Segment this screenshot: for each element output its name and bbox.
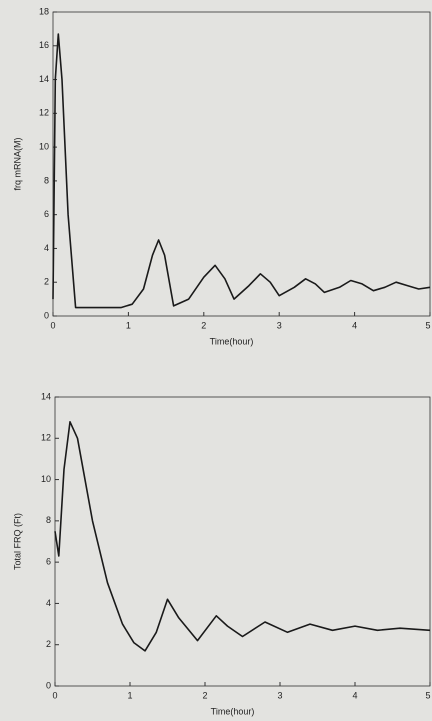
y-tick-label: 8 (46, 515, 51, 525)
x-tick-label: 3 (277, 320, 282, 330)
x-tick-label: 2 (202, 690, 207, 700)
y-axis-label: frq mRNA(M) (12, 138, 22, 191)
x-axis-label: Time(hour) (210, 336, 254, 346)
x-tick-label: 3 (277, 690, 282, 700)
x-tick-label: 0 (50, 320, 55, 330)
y-tick-label: 2 (44, 277, 49, 287)
y-tick-label: 14 (39, 74, 49, 84)
y-tick-label: 10 (41, 474, 51, 484)
data-line (54, 421, 431, 652)
y-tick-label: 0 (46, 680, 51, 690)
y-tick-label: 6 (44, 209, 49, 219)
y-tick-label: 12 (39, 108, 49, 118)
y-tick-label: 4 (44, 243, 49, 253)
y-tick-label: 0 (44, 310, 49, 320)
plot-frame (52, 11, 431, 317)
x-tick-label: 4 (352, 320, 357, 330)
y-tick-label: 2 (46, 639, 51, 649)
x-axis-label: Time(hour) (211, 706, 255, 716)
plot-frame (54, 396, 431, 687)
y-axis-label: Total FRQ (Ft) (12, 513, 22, 570)
x-tick-label: 1 (126, 320, 131, 330)
y-tick-label: 12 (41, 433, 51, 443)
x-tick-label: 5 (425, 690, 430, 700)
y-tick-label: 8 (44, 175, 49, 185)
y-tick-label: 16 (39, 40, 49, 50)
y-tick-label: 6 (46, 557, 51, 567)
x-tick-label: 2 (201, 320, 206, 330)
y-tick-label: 4 (46, 598, 51, 608)
x-tick-label: 1 (127, 690, 132, 700)
y-tick-label: 10 (39, 141, 49, 151)
x-tick-label: 0 (52, 690, 57, 700)
y-tick-label: 14 (41, 391, 51, 401)
x-tick-label: 5 (425, 320, 430, 330)
y-tick-label: 18 (39, 6, 49, 16)
data-line (52, 33, 431, 309)
x-tick-label: 4 (352, 690, 357, 700)
